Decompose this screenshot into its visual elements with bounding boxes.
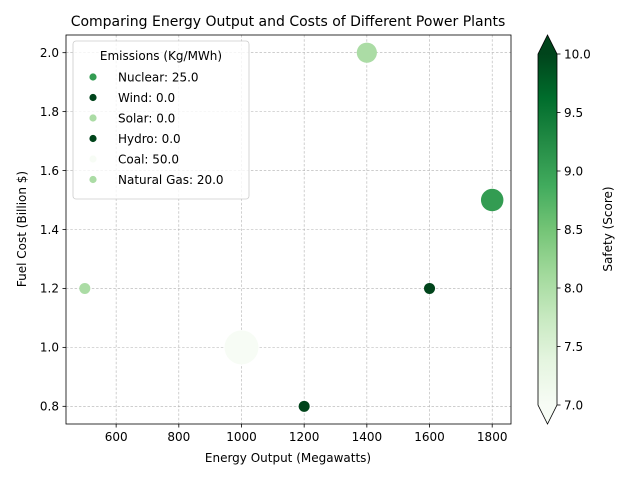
point-coal: [224, 330, 259, 365]
legend-entry: Coal: 50.0: [118, 152, 179, 166]
legend-box: [72, 40, 250, 200]
y-tick-label: 1.8: [40, 105, 59, 119]
legend-marker: [89, 114, 97, 122]
colorbar-tick-label: 10.0: [564, 47, 591, 61]
x-tick-label: 800: [167, 430, 190, 444]
legend-marker: [89, 175, 97, 184]
y-tick-label: 1.2: [40, 282, 59, 296]
point-wind: [424, 282, 436, 294]
x-tick-label: 600: [105, 430, 128, 444]
point-solar: [79, 282, 91, 294]
legend-marker: [89, 155, 97, 163]
y-tick-label: 2.0: [40, 46, 59, 60]
point-hydro: [298, 400, 310, 412]
y-axis-ticks: 0.8 1.0 1.2 1.4 1.6 1.8 2.0: [40, 46, 66, 414]
x-tick-label: 1600: [414, 430, 445, 444]
x-tick-label: 1200: [289, 430, 320, 444]
legend-marker: [89, 134, 97, 143]
colorbar-gradient: [538, 54, 557, 405]
legend-marker: [89, 73, 97, 81]
y-axis-label: Fuel Cost (Billion $): [15, 171, 29, 287]
legend-entry: Wind: 0.0: [118, 91, 175, 105]
colorbar-tick-label: 8.0: [564, 281, 583, 295]
y-tick-label: 1.0: [40, 341, 59, 355]
legend-entry: Solar: 0.0: [118, 111, 175, 125]
x-axis-ticks: 600 800 1000 1200 1400 1600 1800: [105, 424, 508, 444]
legend-entry: Hydro: 0.0: [118, 132, 181, 146]
point-nuclear: [480, 188, 504, 212]
legend: Emissions (Kg/MWh) Nuclear: 25.0 Wind: 0.…: [72, 40, 250, 200]
legend-title: Emissions (Kg/MWh): [100, 49, 222, 63]
colorbar-tick-label: 7.0: [564, 398, 583, 412]
y-tick-label: 0.8: [40, 400, 59, 414]
chart-title: Comparing Energy Output and Costs of Dif…: [71, 14, 506, 30]
colorbar-tick-label: 9.5: [564, 106, 583, 120]
x-tick-label: 1800: [477, 430, 508, 444]
legend-marker: [89, 93, 97, 102]
colorbar: 7.0 7.5 8.0 8.5 9.0 9.5 10.0 Safety (Score): [537, 34, 615, 425]
colorbar-tick-label: 9.0: [564, 164, 583, 178]
legend-entry: Nuclear: 25.0: [118, 70, 199, 84]
colorbar-tick-label: 7.5: [564, 340, 583, 354]
point-natural-gas: [356, 42, 377, 63]
colorbar-extend-top: [538, 35, 557, 54]
data-points: [79, 42, 504, 412]
x-tick-label: 1000: [226, 430, 257, 444]
y-tick-label: 1.4: [40, 223, 59, 237]
colorbar-label: Safety (Score): [601, 186, 615, 271]
y-tick-label: 1.6: [40, 164, 59, 178]
x-tick-label: 1400: [352, 430, 383, 444]
colorbar-tick-label: 8.5: [564, 223, 583, 237]
legend-entry: Natural Gas: 20.0: [118, 173, 224, 187]
x-axis-label: Energy Output (Megawatts): [205, 451, 371, 465]
colorbar-extend-bottom: [538, 405, 557, 424]
